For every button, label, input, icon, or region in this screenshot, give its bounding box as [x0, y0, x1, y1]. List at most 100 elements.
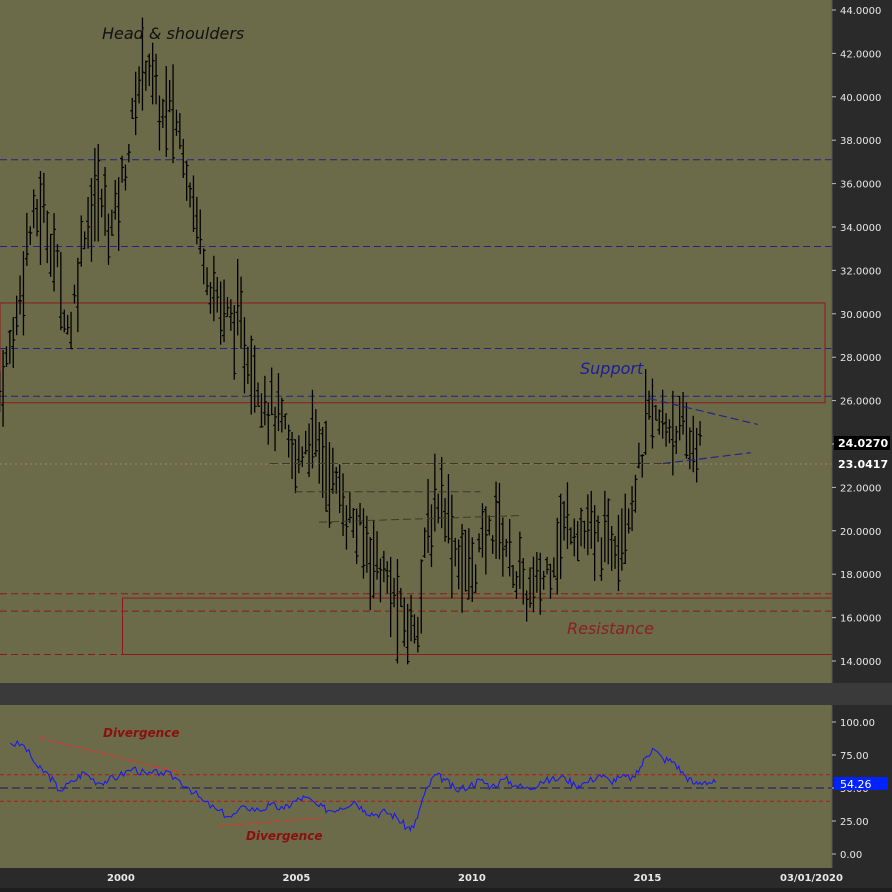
support-zone [0, 302, 826, 404]
reference-price-label: 23.0417 [838, 458, 888, 471]
price-bar-111 [375, 531, 380, 580]
price-bar-29 [96, 143, 101, 242]
price-bar-30 [99, 188, 104, 218]
price-tick-label-14: 16.0000 [840, 614, 881, 625]
divergence-top-annotation: Divergence [103, 726, 179, 740]
price-bar-155 [524, 590, 529, 622]
price-bar-165 [558, 493, 563, 580]
price-bar-12 [38, 170, 43, 266]
price-bar-184 [623, 493, 628, 564]
price-bar-171 [579, 507, 584, 547]
price-bar-80 [269, 367, 274, 416]
price-bar-68 [228, 299, 233, 331]
price-bar-192 [650, 378, 655, 449]
price-bar-172 [582, 520, 587, 549]
price-bar-116 [392, 577, 397, 608]
price-bar-55 [184, 160, 189, 201]
price-bar-127 [429, 504, 434, 567]
price-tick-label-2: 40.0000 [840, 93, 881, 104]
price-bar-168 [568, 527, 573, 545]
price-bar-204 [691, 415, 696, 473]
price-bar-52 [174, 109, 179, 136]
price-bar-47 [157, 95, 162, 151]
price-bar-75 [252, 345, 257, 413]
rsi-tick-label-0: 100.00 [840, 718, 875, 729]
price-bar-19 [62, 309, 67, 333]
price-tick-label-12: 20.0000 [840, 527, 881, 538]
price-bar-185 [626, 508, 631, 534]
price-bar-119 [402, 597, 407, 647]
price-bar-105 [354, 508, 359, 565]
price-bar-124 [419, 559, 424, 634]
price-panel[interactable] [0, 0, 832, 683]
price-bar-3 [7, 329, 12, 364]
price-bar-31 [103, 166, 108, 236]
price-bar-194 [657, 409, 662, 435]
price-bar-16 [52, 213, 57, 292]
price-bar-175 [592, 505, 597, 581]
price-bar-180 [609, 526, 614, 571]
price-bar-66 [222, 279, 227, 343]
price-bar-183 [619, 508, 624, 571]
price-bar-58 [194, 196, 199, 245]
price-bar-15 [48, 233, 53, 277]
price-bar-17 [55, 244, 60, 268]
price-tick-label-13: 18.0000 [840, 570, 881, 581]
price-bar-20 [65, 315, 70, 335]
price-bar-34 [113, 180, 118, 220]
price-bar-170 [575, 521, 580, 562]
panel-separator[interactable] [0, 683, 892, 705]
price-bar-151 [511, 564, 516, 588]
price-bar-158 [534, 551, 539, 593]
price-bar-154 [521, 558, 526, 605]
price-bar-164 [555, 517, 560, 595]
price-axis[interactable] [832, 0, 892, 683]
rsi-tick-label-3: 25.00 [840, 817, 869, 828]
price-tick-label-4: 36.0000 [840, 180, 881, 191]
price-bar-61 [205, 267, 210, 296]
price-bar-33 [109, 209, 114, 236]
price-bar-50 [167, 80, 172, 113]
rsi-current-label: 54.26 [840, 778, 872, 791]
price-bar-200 [677, 395, 682, 441]
price-bar-162 [548, 563, 553, 599]
price-bar-137 [463, 529, 468, 592]
price-bar-174 [589, 490, 594, 549]
price-bar-11 [35, 198, 40, 237]
price-bar-96 [324, 420, 329, 512]
price-bar-28 [92, 147, 97, 242]
rsi-panel[interactable] [0, 705, 832, 868]
price-bar-86 [290, 431, 295, 480]
price-bar-45 [150, 42, 155, 105]
price-bar-167 [565, 482, 570, 550]
price-bar-90 [303, 430, 308, 455]
time-label-1: 2005 [283, 873, 311, 884]
price-bar-94 [317, 422, 322, 484]
price-bar-182 [616, 514, 621, 592]
price-bar-76 [256, 382, 261, 407]
price-bar-202 [684, 402, 689, 459]
price-bar-150 [507, 519, 512, 577]
price-bar-64 [215, 276, 220, 313]
price-bar-60 [201, 248, 206, 285]
time-axis[interactable] [0, 868, 892, 888]
price-bar-41 [137, 66, 142, 104]
price-bar-138 [466, 528, 471, 600]
price-bars-layer [0, 17, 703, 665]
price-bar-24 [79, 215, 84, 267]
rsi-tick-label-4: 0.00 [840, 850, 862, 861]
price-tick-label-9: 26.0000 [840, 397, 881, 408]
price-bar-97 [327, 442, 332, 528]
price-bar-10 [31, 189, 36, 229]
price-bar-106 [358, 502, 363, 526]
price-tick-label-3: 38.0000 [840, 136, 881, 147]
price-bar-136 [460, 523, 465, 613]
price-bar-39 [130, 97, 135, 120]
price-bar-201 [681, 391, 686, 435]
time-label-4: 03/01/2020 [780, 873, 843, 884]
price-bar-122 [412, 614, 417, 644]
price-bar-59 [198, 209, 203, 255]
price-bar-178 [602, 490, 607, 563]
price-bar-56 [188, 182, 193, 208]
